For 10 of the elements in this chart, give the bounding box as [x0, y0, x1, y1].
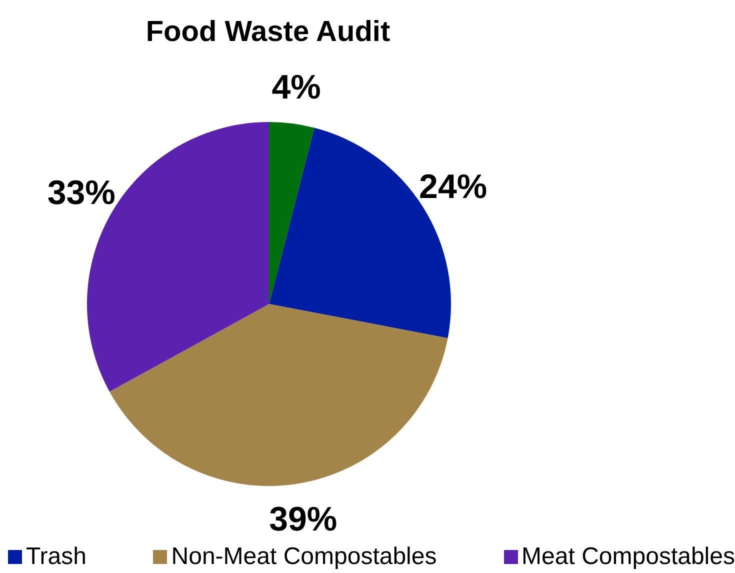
pie-slice — [110, 304, 448, 486]
data-label: 33% — [47, 174, 116, 212]
pie-slice — [269, 122, 314, 304]
legend-label: Trash — [25, 543, 86, 571]
data-label: 4% — [272, 68, 321, 107]
legend-label: Meat Compostables — [520, 543, 735, 571]
legend-label: Non-Meat Compostables — [170, 543, 437, 571]
data-label: 24% — [419, 168, 488, 206]
data-label: 39% — [269, 500, 338, 538]
chart-title: Food Waste Audit — [144, 16, 392, 49]
